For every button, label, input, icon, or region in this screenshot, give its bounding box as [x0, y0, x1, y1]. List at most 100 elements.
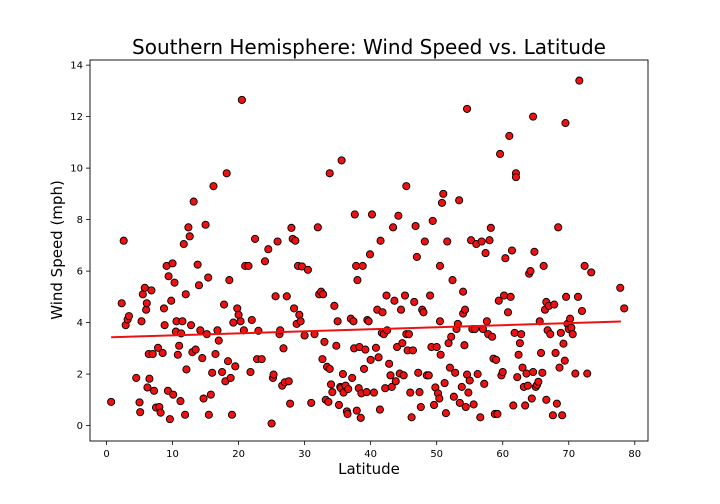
data-point — [349, 317, 358, 326]
data-point — [181, 410, 190, 419]
data-point — [459, 287, 468, 296]
data-point — [407, 413, 416, 422]
data-point — [554, 223, 563, 232]
data-point — [148, 349, 157, 359]
data-point — [136, 408, 145, 417]
data-point — [169, 390, 178, 399]
data-point — [488, 332, 497, 341]
data-point — [501, 254, 510, 263]
data-point — [551, 348, 560, 358]
data-point — [435, 261, 445, 270]
data-point — [534, 377, 543, 386]
data-point — [374, 353, 383, 362]
data-point — [300, 331, 309, 340]
data-point — [465, 376, 474, 385]
data-point — [209, 182, 218, 191]
data-point — [307, 398, 316, 407]
data-point — [353, 276, 362, 285]
data-point — [523, 381, 532, 390]
data-point — [119, 236, 128, 245]
data-point — [560, 356, 569, 365]
data-point — [206, 390, 215, 399]
data-point — [447, 332, 456, 341]
data-point — [227, 410, 237, 419]
x-tick-label: 10 — [166, 449, 179, 460]
x-tick-label: 40 — [364, 449, 377, 460]
data-point — [399, 371, 408, 380]
data-point — [324, 397, 333, 406]
data-point — [124, 312, 134, 321]
x-axis: 0 10 20 30 40 50 60 70 80 — [103, 441, 641, 460]
data-point — [536, 348, 546, 358]
data-point — [286, 399, 295, 408]
data-point — [365, 250, 375, 259]
data-point — [358, 261, 367, 270]
data-point — [160, 321, 169, 330]
data-point — [548, 411, 557, 420]
data-point — [178, 317, 187, 326]
data-point — [620, 304, 629, 313]
data-point — [167, 296, 176, 305]
data-point — [297, 262, 307, 271]
data-point — [198, 354, 207, 363]
data-point — [204, 410, 213, 419]
y-tick-label: 14 — [70, 61, 83, 72]
data-point — [135, 398, 144, 407]
data-point — [208, 368, 217, 377]
data-point — [550, 300, 559, 309]
data-point — [492, 355, 501, 364]
data-point — [538, 368, 547, 377]
data-point — [505, 131, 514, 140]
data-point — [517, 330, 526, 339]
data-point — [390, 296, 399, 305]
data-point — [419, 308, 428, 317]
data-point — [359, 364, 369, 373]
data-point — [435, 394, 444, 403]
data-point — [338, 370, 347, 379]
data-point — [567, 323, 576, 332]
data-point — [416, 402, 425, 412]
data-point — [507, 246, 517, 255]
data-point — [251, 234, 260, 243]
data-point — [451, 368, 460, 377]
data-point — [291, 236, 300, 245]
data-point — [420, 237, 429, 246]
data-point — [182, 365, 191, 374]
x-tick-label: 20 — [232, 449, 245, 460]
y-tick-label: 10 — [70, 164, 83, 175]
data-point — [156, 408, 165, 417]
data-point — [350, 210, 359, 219]
data-point — [273, 237, 282, 246]
data-point — [325, 169, 334, 178]
data-point — [432, 342, 441, 352]
data-point — [184, 223, 193, 232]
data-point — [220, 300, 229, 309]
data-point — [575, 76, 584, 85]
x-tick-label: 60 — [496, 449, 509, 460]
data-point — [246, 367, 255, 377]
x-tick-label: 70 — [562, 449, 575, 460]
data-point — [170, 278, 179, 287]
data-point — [529, 112, 538, 121]
data-point — [414, 368, 423, 377]
data-point — [426, 291, 435, 300]
data-point — [385, 359, 394, 368]
data-point — [362, 388, 371, 397]
data-point — [436, 350, 445, 359]
data-point — [514, 350, 523, 359]
data-point — [394, 211, 403, 220]
data-point — [117, 299, 126, 308]
data-point — [506, 292, 515, 301]
data-point — [279, 344, 288, 353]
data-point — [375, 405, 384, 414]
y-tick-label: 4 — [77, 318, 83, 329]
x-axis-label: Latitude — [338, 460, 400, 478]
data-point — [460, 341, 469, 350]
data-point — [366, 355, 375, 364]
data-point — [267, 419, 276, 428]
data-point — [213, 326, 222, 335]
data-point — [402, 182, 411, 191]
data-point — [147, 286, 156, 295]
data-point — [140, 283, 149, 292]
data-point — [181, 290, 190, 299]
